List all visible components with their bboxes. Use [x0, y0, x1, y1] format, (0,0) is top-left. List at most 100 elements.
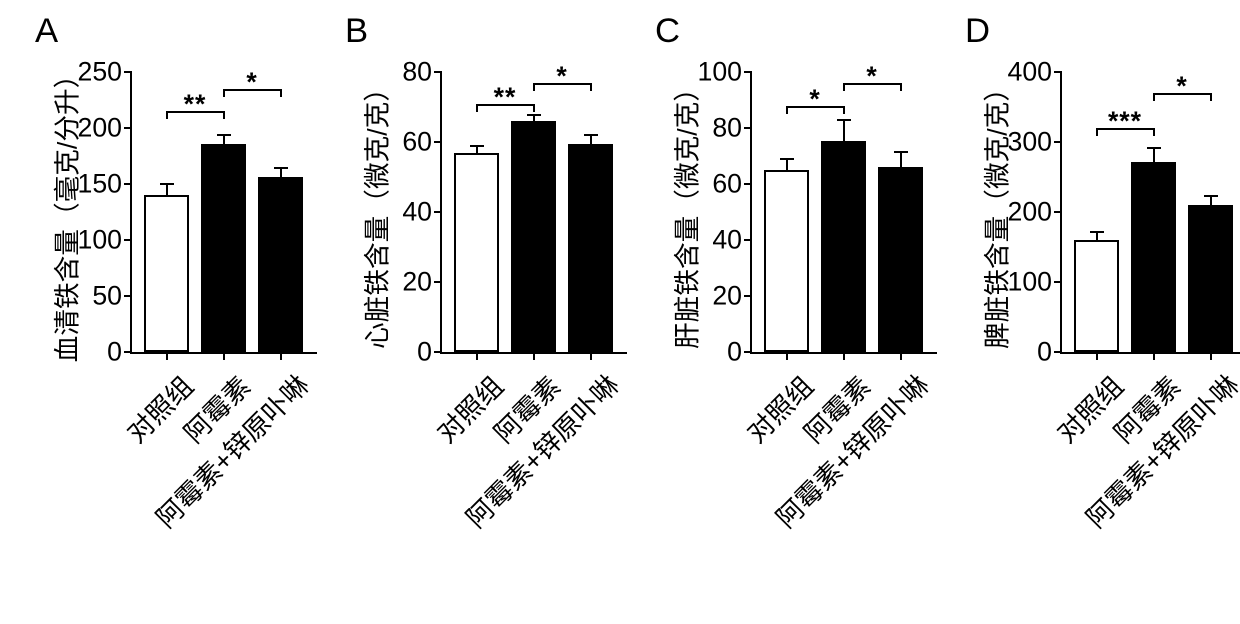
xtick [786, 352, 788, 360]
error-bar-cap [1090, 231, 1104, 233]
bar [201, 144, 246, 352]
significance-bracket-end [280, 89, 282, 97]
y-axis-label: 肝脏铁含量（微克/克） [666, 75, 705, 349]
error-bar-cap [160, 183, 174, 185]
error-bar-cap [837, 119, 851, 121]
plot-area: 020406080*** [440, 72, 627, 354]
panel-label: A [35, 12, 58, 51]
bar [454, 153, 499, 353]
error-bar-cap [780, 158, 794, 160]
plot-area: 020406080100** [750, 72, 937, 354]
ytick-label: 150 [78, 169, 132, 200]
error-bar-cap [894, 151, 908, 153]
ytick-label: 0 [417, 337, 442, 368]
ytick-label: 0 [107, 337, 132, 368]
bar [764, 170, 809, 352]
panel-B: B020406080***心脏铁含量（微克/克）对照组阿霉素阿霉素+锌原卟啉 [340, 12, 665, 612]
panel-label: D [965, 12, 990, 51]
xtick [280, 352, 282, 360]
ytick-label: 0 [727, 337, 752, 368]
significance-bracket-end [843, 83, 845, 91]
bar [1074, 240, 1119, 352]
bar [878, 167, 923, 352]
bar [568, 144, 613, 352]
y-axis-label: 脾脏铁含量（微克/克） [976, 75, 1015, 349]
xtick [1210, 352, 1212, 360]
ytick-label: 60 [712, 169, 752, 200]
error-bar [476, 146, 478, 153]
significance-bracket-end [1153, 128, 1155, 136]
error-bar [1096, 232, 1098, 240]
ytick-label: 200 [1008, 197, 1062, 228]
error-bar-cap [1147, 147, 1161, 149]
error-bar-cap [1204, 195, 1218, 197]
ytick-label: 80 [402, 57, 442, 88]
bar [144, 195, 189, 352]
bar [258, 177, 303, 352]
ytick-label: 40 [402, 197, 442, 228]
significance-bracket-end [533, 104, 535, 112]
y-axis-label: 血清铁含量（毫克/分升） [46, 62, 85, 363]
ytick-label: 400 [1008, 57, 1062, 88]
figure-container: A050100150200250***血清铁含量（毫克/分升）对照组阿霉素阿霉素… [0, 0, 1240, 624]
significance-marker: ** [494, 82, 517, 113]
xtick [476, 352, 478, 360]
significance-marker: ** [184, 89, 207, 120]
bar [511, 121, 556, 352]
ytick-label: 100 [78, 225, 132, 256]
panel-D: D0100200300400****脾脏铁含量（微克/克）对照组阿霉素阿霉素+锌… [960, 12, 1240, 612]
error-bar [1210, 196, 1212, 205]
panel-label: C [655, 12, 680, 51]
y-axis-label: 心脏铁含量（微克/克） [356, 75, 395, 349]
significance-bracket-end [1153, 93, 1155, 101]
significance-marker: *** [1108, 106, 1142, 137]
significance-bracket-end [166, 111, 168, 119]
ytick-label: 200 [78, 113, 132, 144]
plot-area: 0100200300400**** [1060, 72, 1240, 354]
xtick [590, 352, 592, 360]
panel-C: C020406080100**肝脏铁含量（微克/克）对照组阿霉素阿霉素+锌原卟啉 [650, 12, 975, 612]
significance-bracket-end [223, 89, 225, 97]
error-bar [843, 120, 845, 141]
ytick-label: 0 [1037, 337, 1062, 368]
significance-marker: * [1176, 71, 1187, 102]
error-bar-cap [470, 145, 484, 147]
error-bar-cap [584, 134, 598, 136]
error-bar [280, 168, 282, 177]
significance-bracket-end [590, 83, 592, 91]
ytick-label: 20 [712, 281, 752, 312]
error-bar [223, 135, 225, 144]
error-bar [1153, 148, 1155, 162]
significance-marker: * [809, 84, 820, 115]
bar [821, 141, 866, 352]
panel-A: A050100150200250***血清铁含量（毫克/分升）对照组阿霉素阿霉素… [30, 12, 355, 612]
error-bar [590, 135, 592, 144]
error-bar-cap [274, 167, 288, 169]
ytick-label: 50 [92, 281, 132, 312]
significance-bracket-end [900, 83, 902, 91]
bar [1188, 205, 1233, 352]
significance-marker: * [246, 67, 257, 98]
ytick-label: 80 [712, 113, 752, 144]
ytick-label: 100 [698, 57, 752, 88]
significance-bracket-end [1210, 93, 1212, 101]
xtick [223, 352, 225, 360]
ytick-label: 100 [1008, 267, 1062, 298]
error-bar [900, 152, 902, 167]
bar [1131, 162, 1176, 352]
xtick [1153, 352, 1155, 360]
ytick-label: 250 [78, 57, 132, 88]
ytick-label: 300 [1008, 127, 1062, 158]
significance-bracket-end [786, 106, 788, 114]
ytick-label: 20 [402, 267, 442, 298]
panel-label: B [345, 12, 368, 51]
significance-bracket-end [476, 104, 478, 112]
significance-bracket-end [843, 106, 845, 114]
xtick [1096, 352, 1098, 360]
xtick [166, 352, 168, 360]
xtick [533, 352, 535, 360]
xtick [843, 352, 845, 360]
xtick [900, 352, 902, 360]
significance-bracket-end [1096, 128, 1098, 136]
significance-marker: * [866, 61, 877, 92]
